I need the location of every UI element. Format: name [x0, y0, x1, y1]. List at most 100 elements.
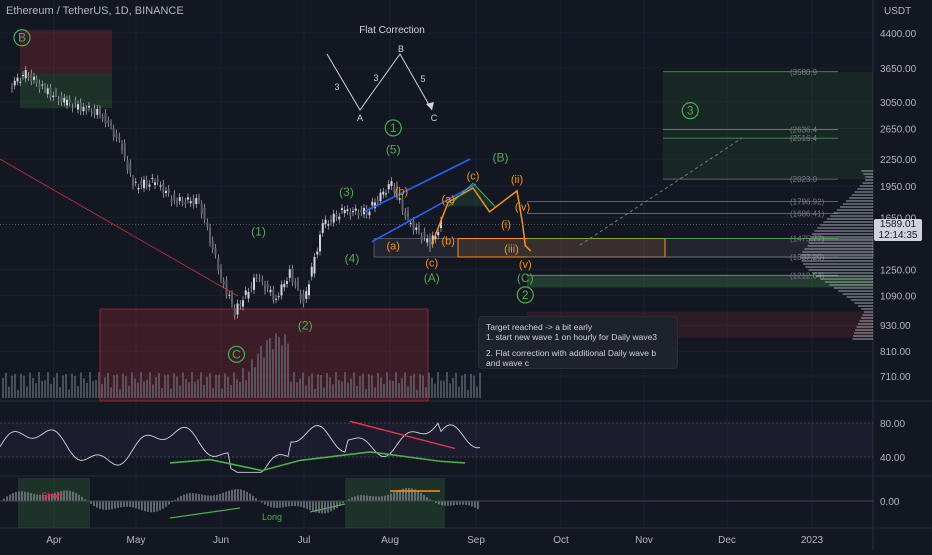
osc-bar: [135, 501, 137, 508]
candle-body: [58, 100, 60, 101]
target-zone: [663, 72, 873, 179]
wave-label-orange: (a): [387, 241, 400, 253]
volume-bar: [266, 340, 268, 398]
candle-body: [239, 304, 241, 306]
volume-bar: [257, 354, 259, 398]
candle-body: [110, 123, 112, 125]
osc-bar: [417, 491, 419, 501]
volume-bar: [380, 377, 382, 398]
volume-bar: [23, 376, 25, 398]
volume-bar: [38, 372, 40, 398]
candle-body: [330, 219, 332, 222]
osc-bar: [279, 501, 281, 508]
candle-body: [333, 214, 335, 223]
chart-title: Ethereum / TetherUS, 1D, BINANCE: [6, 5, 184, 17]
osc-bar: [66, 490, 68, 501]
volume-bar: [344, 372, 346, 398]
profile-bar: [846, 200, 873, 202]
candle-body: [99, 109, 101, 114]
volume-bar: [134, 379, 136, 398]
volume-bar: [230, 385, 232, 398]
wave-label-orange: (b): [395, 186, 408, 198]
profile-bar: [812, 233, 873, 235]
osc-zone-green: [18, 478, 90, 528]
candle-body: [231, 294, 233, 304]
time-tick-label: May: [127, 535, 146, 546]
price-tick-label: 3050.00: [880, 98, 917, 109]
volume-bar: [428, 373, 430, 398]
osc-bar: [354, 496, 356, 501]
wave-label-orange: (v): [519, 259, 532, 271]
candle-body: [347, 209, 349, 211]
candle-body: [303, 294, 305, 304]
osc-bar: [105, 501, 107, 510]
inset-label-3b: 3: [373, 73, 378, 83]
rsi-tick-label: 40.00: [880, 453, 905, 464]
volume-bar: [476, 387, 478, 398]
candle-body: [113, 129, 115, 137]
volume-bar: [320, 375, 322, 398]
candle-body: [349, 212, 351, 216]
volume-bar: [431, 378, 433, 398]
wave-label-orange: (a): [442, 194, 455, 206]
candle-body: [143, 180, 145, 189]
osc-short-label: Short: [41, 491, 63, 501]
candle-body: [338, 217, 340, 220]
candle-body: [63, 98, 65, 102]
volume-bar: [440, 380, 442, 398]
osc-bar: [291, 501, 293, 506]
osc-bar: [201, 495, 203, 501]
wave-label-green: 2: [522, 288, 529, 302]
osc-bar: [459, 501, 461, 505]
volume-bar: [449, 383, 451, 398]
candle-body: [341, 208, 343, 210]
volume-bar: [200, 372, 202, 398]
volume-bar: [287, 344, 289, 398]
osc-bar: [30, 493, 32, 501]
volume-bar: [5, 373, 7, 398]
profile-bar: [855, 329, 873, 331]
profile-bar: [851, 299, 873, 301]
volume-bar: [188, 382, 190, 398]
wave-label-green: (C): [517, 271, 534, 285]
price-tick-label: 1950.00: [880, 182, 917, 193]
volume-bar: [374, 387, 376, 398]
volume-bar: [245, 380, 247, 398]
candle-body: [44, 87, 46, 89]
osc-bar: [204, 495, 206, 501]
volume-bar: [326, 373, 328, 398]
candle-body: [184, 202, 186, 204]
osc-bar: [387, 495, 389, 501]
volume-bar: [239, 382, 241, 398]
volume-bar: [227, 377, 229, 398]
volume-bar: [44, 380, 46, 398]
candle-body: [223, 281, 225, 284]
osc-bar: [408, 488, 410, 501]
candle-body: [380, 193, 382, 201]
current-price: 1589.01: [874, 219, 922, 230]
volume-bar: [329, 377, 331, 398]
volume-bar: [434, 384, 436, 398]
wave-label-green: (B): [493, 151, 509, 165]
volume-bar: [419, 374, 421, 398]
annotation-note[interactable]: Target reached -> a bit early 1. start n…: [478, 316, 678, 369]
candle-body: [80, 102, 82, 111]
volume-bar: [77, 386, 79, 398]
wave-label-green: (A): [424, 271, 440, 285]
candle-body: [316, 252, 318, 255]
candle-body: [72, 108, 74, 109]
candle-body: [88, 106, 90, 107]
osc-bar: [96, 501, 98, 508]
currency-label: USDT: [884, 6, 911, 17]
volume-bar: [167, 374, 169, 398]
profile-bar: [830, 215, 873, 217]
volume-bar: [113, 375, 115, 398]
candle-body: [371, 202, 373, 206]
wave-label-orange: (ii): [511, 174, 523, 186]
volume-bar: [128, 386, 130, 398]
osc-bar: [240, 489, 242, 501]
candle-body: [297, 281, 299, 287]
candle-body: [11, 87, 13, 89]
